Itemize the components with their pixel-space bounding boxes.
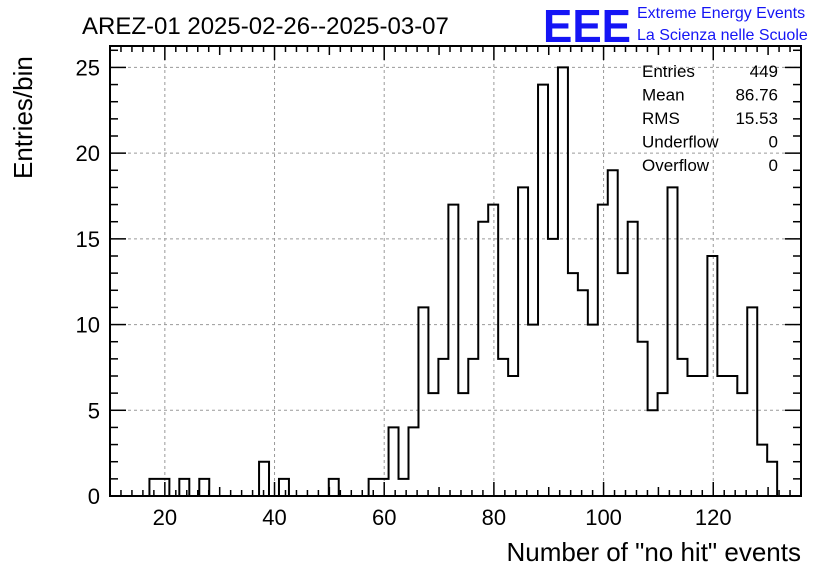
histogram-bin <box>648 410 658 496</box>
histogram-bin <box>478 222 488 496</box>
histogram-bin <box>508 376 518 496</box>
histogram-bin <box>329 479 339 496</box>
histogram-bin <box>199 479 209 496</box>
x-tick-label: 60 <box>372 505 396 530</box>
histogram-bin <box>399 479 409 496</box>
histogram-bin <box>628 222 638 496</box>
histogram-bin <box>618 273 628 496</box>
x-tick-label: 20 <box>153 505 177 530</box>
histogram-bin <box>638 342 648 496</box>
y-tick-label: 0 <box>88 484 100 509</box>
histogram-bin <box>598 205 608 496</box>
stat-value: 15.53 <box>735 109 778 128</box>
stat-label: Entries <box>642 62 695 81</box>
plot-frame <box>109 45 802 497</box>
histogram-bin <box>747 307 757 496</box>
histogram-bin <box>717 376 727 496</box>
stat-label: Mean <box>642 86 685 105</box>
grid-lines <box>110 46 801 496</box>
logo-line-2: La Scienza nelle Scuole <box>637 27 808 44</box>
x-axis-title: Number of "no hit" events <box>507 537 802 567</box>
x-tick-label: 80 <box>482 505 506 530</box>
eee-logo: EEE <box>543 0 631 52</box>
histogram-bin <box>279 479 289 496</box>
histogram-bin <box>677 359 687 496</box>
x-tick-label: 100 <box>585 505 622 530</box>
histogram-bin <box>498 359 508 496</box>
histogram-bin <box>757 445 767 496</box>
x-tick-labels: 20 40 60 80 100 120 <box>153 505 732 530</box>
histogram-bin <box>458 393 468 496</box>
histogram-bin <box>687 376 697 496</box>
histogram-bin <box>737 393 747 496</box>
histogram-bin <box>558 67 568 496</box>
chart-title: AREZ-01 2025-02-26--2025-03-07 <box>82 13 449 40</box>
histogram-bin <box>608 170 618 496</box>
histogram-bin <box>389 427 399 496</box>
stat-label: Overflow <box>642 156 710 175</box>
histogram-bin <box>538 85 548 496</box>
stat-label: RMS <box>642 109 680 128</box>
x-tick-label: 120 <box>695 505 732 530</box>
histogram-bin <box>578 290 588 496</box>
stat-value: 449 <box>750 62 778 81</box>
histogram-bin <box>488 205 498 496</box>
stat-value: 86.76 <box>735 86 778 105</box>
stat-value: 0 <box>769 133 778 152</box>
histogram-bin <box>179 479 189 496</box>
histogram-bin <box>468 359 478 496</box>
histogram-bin <box>418 307 428 496</box>
stat-value: 0 <box>769 156 778 175</box>
histogram-bin <box>568 273 578 496</box>
stat-label: Underflow <box>642 133 719 152</box>
histogram-bin <box>707 256 717 496</box>
logo-line-1: Extreme Energy Events <box>637 5 805 22</box>
histogram-bin <box>438 359 448 496</box>
histogram-bin <box>727 376 737 496</box>
histogram-bin <box>428 393 438 496</box>
y-tick-labels: 0 5 10 15 20 25 <box>76 55 100 509</box>
histogram-bin <box>409 427 419 496</box>
y-tick-label: 5 <box>88 398 100 423</box>
histogram-bin <box>518 187 528 496</box>
y-tick-label: 10 <box>76 313 100 338</box>
histogram-bin <box>658 393 668 496</box>
y-axis-title: Entries/bin <box>8 56 38 179</box>
histogram-bin <box>668 187 678 496</box>
axis-ticks <box>109 46 802 497</box>
y-tick-label: 20 <box>76 141 100 166</box>
stats-box: Entries 449 Mean 86.76 RMS 15.53 Underflow 0 Ove… <box>642 62 778 175</box>
histogram-bin <box>548 239 558 496</box>
histogram-bin <box>448 205 458 496</box>
y-tick-label: 15 <box>76 227 100 252</box>
histogram-bin <box>697 376 707 496</box>
y-tick-label: 25 <box>76 55 100 80</box>
x-tick-label: 40 <box>262 505 286 530</box>
